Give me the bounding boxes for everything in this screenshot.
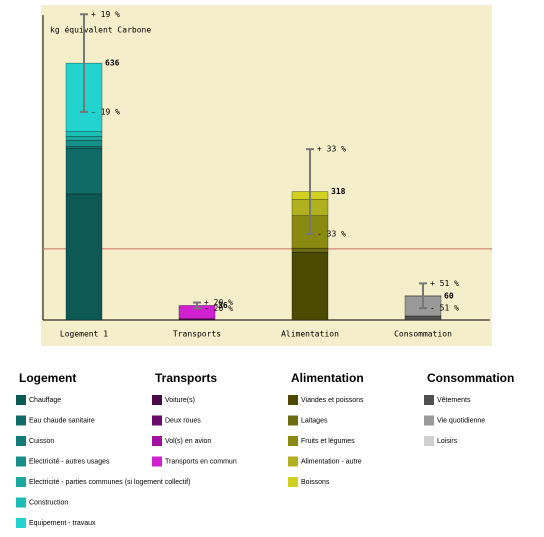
legend-label: Equipement - travaux bbox=[29, 520, 96, 527]
error-label: - 33 % bbox=[317, 229, 346, 238]
value-label: 36 bbox=[218, 301, 228, 310]
legend-label: Eau chaude sanitaire bbox=[29, 417, 95, 424]
legend-swatch bbox=[424, 415, 434, 426]
plot-background bbox=[41, 5, 492, 346]
legend-label: Voiture(s) bbox=[165, 397, 195, 404]
legend-label: Deux roues bbox=[165, 417, 201, 424]
legend-swatch bbox=[16, 456, 26, 467]
legend-label: Fruits et légumes bbox=[301, 438, 355, 445]
legend-swatch bbox=[152, 415, 162, 426]
legend-swatch bbox=[288, 456, 298, 467]
x-tick-label: Alimentation bbox=[281, 330, 339, 339]
bar-segment bbox=[65, 140, 103, 147]
bar-segment bbox=[65, 136, 103, 141]
error-label: - 19 % bbox=[91, 107, 120, 116]
legend-swatch bbox=[16, 477, 26, 487]
legend-header: Alimentation bbox=[291, 371, 364, 385]
value-label: 318 bbox=[331, 187, 346, 196]
legend-swatch bbox=[16, 395, 26, 405]
x-tick-label: Logement 1 bbox=[60, 330, 108, 339]
legend-label: Construction bbox=[29, 499, 68, 506]
legend-swatch bbox=[152, 456, 162, 467]
error-label: - 20 % bbox=[204, 304, 233, 313]
legend-swatch bbox=[288, 395, 298, 405]
legend-label: Transports en commun bbox=[165, 458, 237, 465]
bar-segment bbox=[65, 131, 103, 137]
legend-label: Boissons bbox=[301, 479, 330, 486]
legend-swatch bbox=[424, 395, 434, 405]
error-label: + 51 % bbox=[430, 279, 459, 288]
error-label: - 51 % bbox=[430, 304, 459, 313]
legend-header: Transports bbox=[155, 371, 217, 385]
legend-label: Electricité - parties communes (si logem… bbox=[29, 479, 190, 486]
legend-label: Loisirs bbox=[437, 438, 458, 445]
legend-swatch bbox=[152, 395, 162, 405]
legend-swatch bbox=[16, 436, 26, 446]
legend-header: Logement bbox=[19, 371, 76, 385]
legend-header: Consommation bbox=[427, 371, 514, 385]
legend-label: Chauffage bbox=[29, 397, 61, 404]
legend-label: Laitages bbox=[301, 417, 328, 424]
legend-label: Vêtements bbox=[437, 397, 471, 404]
legend-swatch bbox=[16, 415, 26, 426]
bar-segment bbox=[404, 315, 442, 321]
bar-segment bbox=[65, 146, 103, 149]
bar-segment bbox=[65, 148, 103, 195]
legend-swatch bbox=[16, 497, 26, 508]
legend-swatch bbox=[288, 415, 298, 426]
legend-label: Cuisson bbox=[29, 438, 54, 445]
legend-label: Alimentation - autre bbox=[301, 458, 362, 465]
legend-label: Electricité - autres usages bbox=[29, 458, 110, 465]
value-label: 60 bbox=[444, 291, 454, 300]
error-label: + 20 % bbox=[204, 298, 233, 307]
legend-label: Vol(s) en avion bbox=[165, 438, 211, 445]
legend-label: Viandes et poissons bbox=[301, 397, 364, 404]
legend-swatch bbox=[288, 477, 298, 487]
legend-swatch bbox=[152, 436, 162, 446]
bar-segment bbox=[65, 193, 103, 321]
value-label: 636 bbox=[105, 59, 120, 68]
y-axis-label: kg équivalent Carbone bbox=[50, 25, 151, 35]
bar-segment bbox=[291, 247, 329, 253]
x-tick-label: Transports bbox=[173, 330, 221, 339]
error-label: + 33 % bbox=[317, 145, 346, 154]
legend-swatch bbox=[424, 436, 434, 446]
x-tick-label: Consommation bbox=[394, 330, 452, 339]
legend-label: Vie quotidienne bbox=[437, 417, 485, 424]
legend-swatch bbox=[288, 436, 298, 446]
error-label: + 19 % bbox=[91, 10, 120, 19]
legend-swatch bbox=[16, 518, 26, 528]
bar-segment bbox=[291, 251, 329, 321]
bar-segment bbox=[178, 318, 216, 321]
